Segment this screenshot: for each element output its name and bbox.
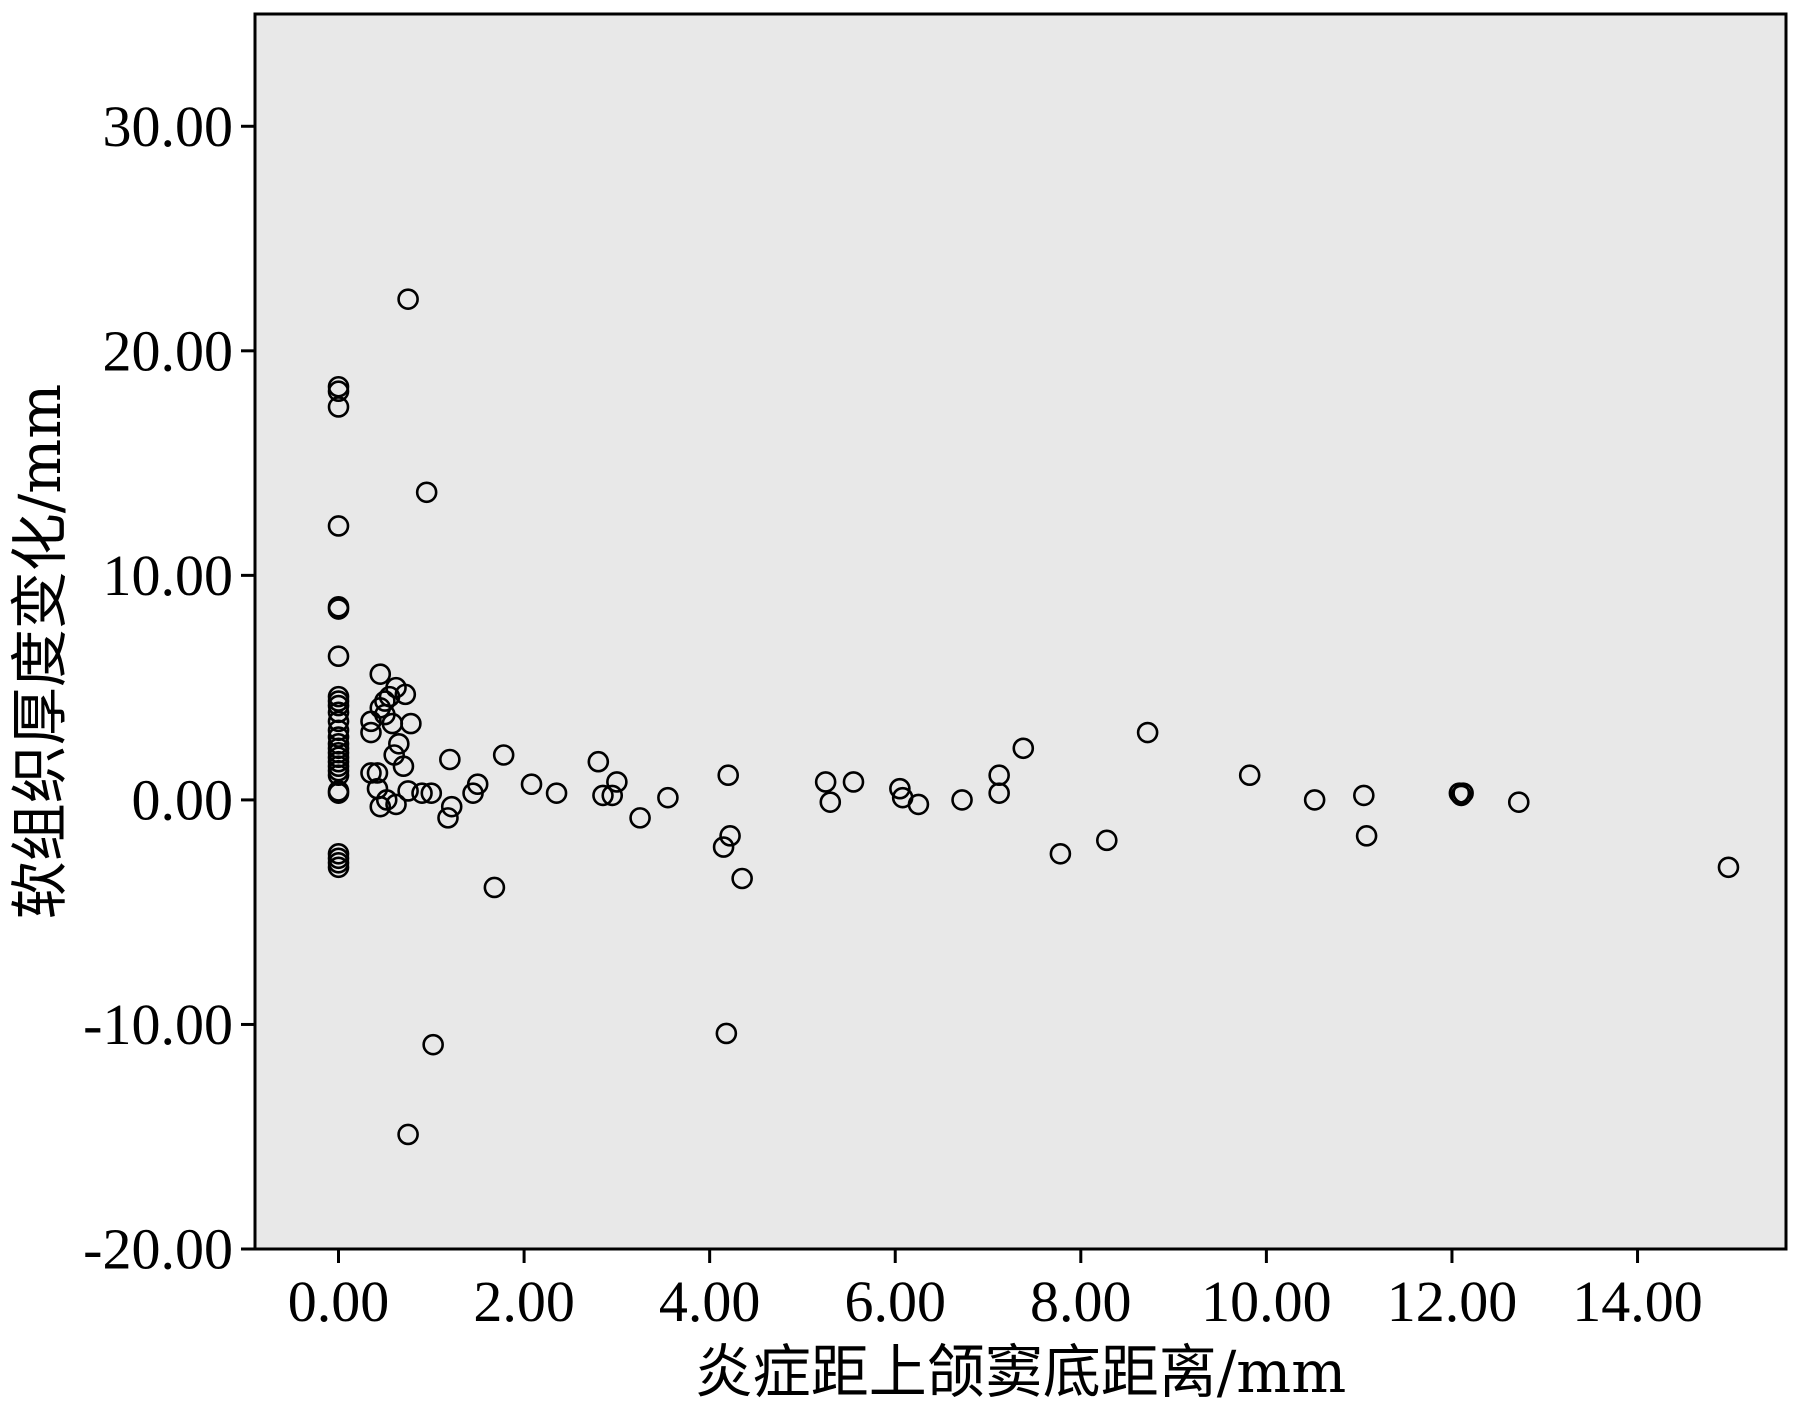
data-point: [327, 645, 350, 668]
data-point: [520, 773, 543, 795]
x-tick-label: 14.00: [1572, 1269, 1703, 1334]
data-point: [819, 791, 842, 813]
data-point: [327, 856, 350, 879]
data-point: [327, 782, 350, 804]
x-tick-label: 8.00: [1030, 1269, 1132, 1334]
data-point: [1136, 721, 1159, 744]
data-point: [951, 789, 973, 811]
data-point: [889, 777, 911, 800]
data-point: [440, 795, 463, 818]
data-point: [719, 825, 741, 847]
data-point: [814, 771, 837, 793]
data-point: [415, 481, 438, 504]
data-point: [366, 762, 389, 784]
x-tick-label: 0.00: [288, 1269, 390, 1334]
data-point: [420, 782, 443, 804]
data-point: [1303, 789, 1326, 811]
data-point: [397, 1123, 419, 1146]
x-axis-title: 炎症距上颌窦底距离/mm: [695, 1338, 1347, 1406]
y-tick-label: 10.00: [103, 543, 234, 608]
y-axis-title: 软组织厚度变化/mm: [6, 384, 74, 920]
data-point: [1452, 782, 1474, 804]
data-point: [492, 744, 515, 766]
y-tick-label: -10.00: [83, 992, 233, 1057]
y-tick-label: 30.00: [103, 94, 234, 159]
data-point: [385, 793, 407, 816]
data-point: [1012, 737, 1035, 760]
data-point: [411, 782, 433, 804]
x-tick-label: 6.00: [844, 1269, 946, 1334]
data-point: [629, 807, 651, 829]
data-point: [907, 793, 930, 816]
x-axis: 0.00 2.00 4.00 6.00 8.00 10.00 12.00 14.00: [288, 1249, 1703, 1334]
data-point: [483, 876, 506, 899]
y-tick-label: 20.00: [103, 318, 234, 383]
x-tick-label: 2.00: [473, 1269, 575, 1334]
data-point: [369, 663, 392, 685]
data-point: [1095, 829, 1118, 852]
x-tick-label: 10.00: [1201, 1269, 1332, 1334]
data-point: [369, 795, 392, 818]
x-tick-label: 12.00: [1387, 1269, 1518, 1334]
data-point: [397, 288, 419, 310]
y-axis: -20.00 -10.00 0.00 10.00 20.00 30.00: [83, 94, 255, 1282]
data-point: [462, 782, 484, 804]
y-tick-label: 0.00: [132, 767, 234, 832]
data-point: [592, 784, 614, 807]
data-point: [1507, 791, 1530, 813]
data-point: [397, 780, 419, 802]
data-point: [1353, 784, 1375, 807]
data-point: [327, 515, 350, 537]
data-point: [394, 683, 417, 706]
data-point: [327, 380, 350, 403]
data-point: [717, 764, 740, 787]
data-point: [327, 694, 350, 717]
data-point: [360, 710, 382, 733]
data-point: [360, 721, 382, 744]
data-point: [587, 750, 610, 773]
data-point: [439, 748, 461, 771]
data-point: [327, 396, 350, 418]
data-point: [842, 771, 865, 793]
data-point: [422, 1033, 444, 1056]
data-point: [392, 755, 415, 778]
data-point: [327, 710, 350, 733]
data-point: [1049, 842, 1072, 865]
data-point: [400, 712, 422, 735]
data-point: [657, 786, 679, 809]
y-tick-label: -20.00: [83, 1217, 233, 1282]
data-point: [1450, 784, 1473, 807]
data-point: [606, 771, 628, 793]
data-point: [1717, 856, 1740, 879]
data-point: [545, 782, 568, 804]
data-points: [327, 288, 1740, 1146]
data-point: [715, 1022, 738, 1045]
data-point: [388, 732, 410, 755]
data-point: [731, 867, 753, 890]
plot-area: [253, 12, 1788, 1251]
data-point: [1355, 825, 1378, 847]
data-point: [1238, 764, 1261, 787]
data-point: [712, 836, 735, 858]
data-point: [437, 807, 459, 829]
data-point: [327, 598, 350, 620]
data-point: [601, 784, 624, 807]
data-point: [988, 782, 1010, 804]
x-tick-label: 4.00: [659, 1269, 761, 1334]
